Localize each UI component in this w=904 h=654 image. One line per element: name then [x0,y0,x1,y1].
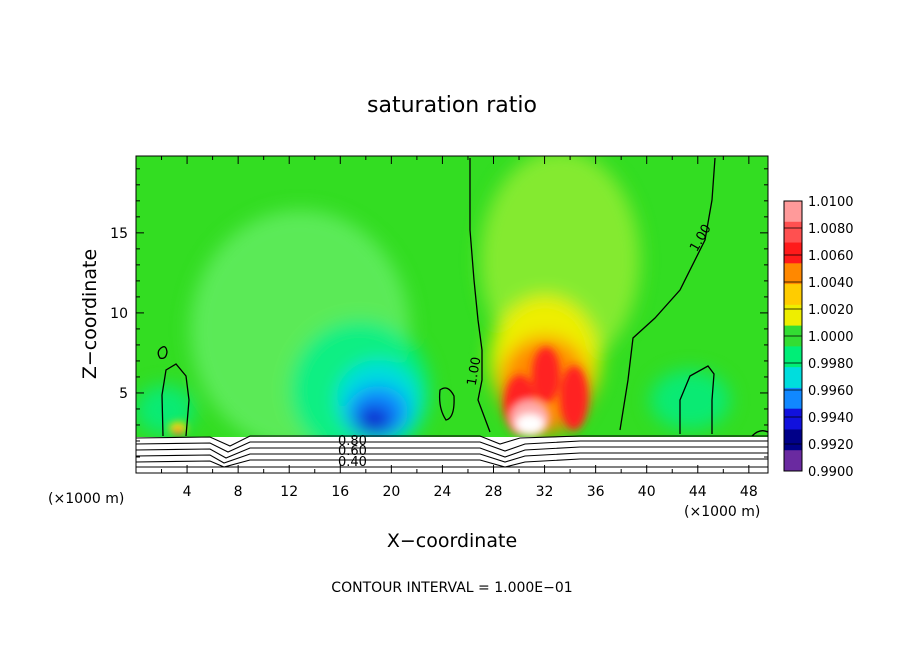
contour-right-tiny [751,430,768,437]
x-axis-label: X−coordinate [387,530,517,552]
surface-contours [136,435,768,468]
x-tick-label: 12 [280,484,298,500]
colorbar-swatch [784,201,802,223]
contour-right-1 [619,157,716,431]
colorbar-swatch [784,263,802,285]
field-shading [136,156,730,460]
x-unit-right: (×1000 m) [684,504,760,520]
x-unit-left: (×1000 m) [48,491,124,507]
colorbar-label: 0.9960 [808,384,854,399]
colorbar-swatch [784,367,802,389]
y-tick-label: 15 [110,226,128,242]
y-tick-label: 5 [119,386,128,402]
x-tick-label: 8 [234,484,243,500]
contour-mid-loop [438,387,455,421]
region-small-red [173,429,183,435]
y-axis: 5 10 15 [110,168,768,458]
plot-area: 1.00 1.00 0.80 0.60 0.40 [136,156,768,473]
x-tick-label: 28 [485,484,503,500]
colorbar-swatch [784,429,802,451]
colorbar-swatch [784,408,802,430]
contour-right-dome [679,365,715,434]
contour-label: 1.00 [465,356,485,387]
chart-title: saturation ratio [367,93,537,118]
colorbar: 1.0100 1.0080 1.0060 1.0040 1.0020 1.0000 0.99… [783,195,854,480]
colorbar-swatch [784,242,802,264]
colorbar-label: 1.0100 [808,195,854,210]
colorbar-label: 1.0080 [808,222,854,237]
colorbar-label: 0.9900 [808,465,854,480]
plot-frame [135,155,769,474]
x-tick-label: 16 [331,484,349,500]
region-right-aqua [650,370,730,430]
y-tick-label: 10 [110,306,128,322]
colorbar-swatch [784,284,802,306]
x-tick-label: 36 [587,484,605,500]
colorbar-label: 1.0040 [808,276,854,291]
colorbar-swatch [784,304,802,327]
colorbar-label: 1.0060 [808,249,854,264]
colorbar-swatch [784,387,802,410]
colorbar-swatch [784,346,802,368]
x-tick-label: 48 [740,484,758,500]
contour-interval-note: CONTOUR INTERVAL = 1.000E−01 [331,580,572,596]
x-tick-label: 40 [638,484,656,500]
contour-left-dome [161,363,190,437]
contour-label: 0.40 [338,455,367,470]
contour-label: 0.80 [338,434,367,449]
contour-lines [157,157,768,437]
region-dark-blue [356,406,392,434]
contour-label-group: 1.00 1.00 0.80 0.60 0.40 [338,222,715,470]
region-white-core [516,414,544,434]
colorbar-label: 0.9920 [808,438,854,453]
field-shading-core [169,347,588,436]
colorbar-swatch [784,450,802,472]
x-tick-label: 24 [434,484,452,500]
colorbar-label: 0.9980 [808,357,854,372]
x-tick-label: 4 [183,484,192,500]
colorbar-label: 1.0020 [808,303,854,318]
x-axis: 4 8 12 16 20 24 28 32 36 40 44 48 [161,156,758,500]
contour-label: 0.60 [338,444,367,459]
y-axis-label: Z−coordinate [79,249,101,379]
region-red-center [532,347,560,403]
colorbar-swatch [784,221,802,244]
colorbar-label: 1.0000 [808,330,854,345]
colorbar-label: 0.9940 [808,411,854,426]
x-tick-label: 20 [382,484,400,500]
x-tick-label: 32 [536,484,554,500]
contour-center-1 [469,158,491,433]
contour-small-loop [157,346,168,360]
x-tick-label: 44 [689,484,707,500]
region-red-right [560,366,588,430]
